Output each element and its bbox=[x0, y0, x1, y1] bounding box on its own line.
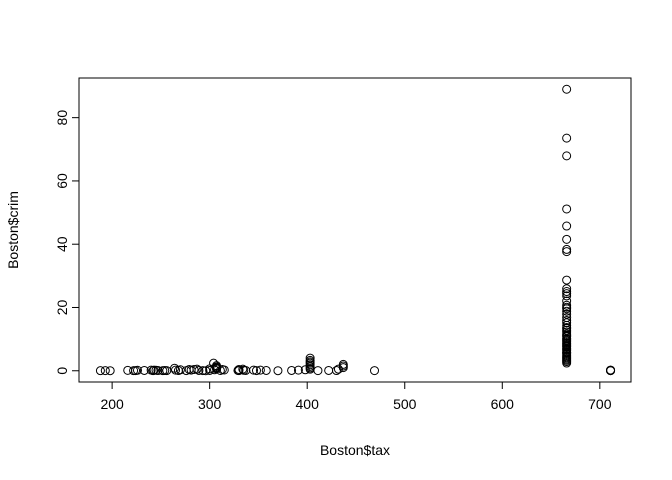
y-axis-label: Boston$crim bbox=[5, 191, 21, 269]
point bbox=[251, 366, 261, 376]
x-axis-label: Boston$tax bbox=[320, 442, 390, 458]
point bbox=[234, 364, 244, 374]
point bbox=[100, 366, 110, 376]
point bbox=[171, 365, 181, 375]
point bbox=[123, 365, 133, 375]
point bbox=[313, 366, 323, 376]
point bbox=[562, 358, 572, 368]
point bbox=[338, 359, 348, 369]
point bbox=[562, 309, 572, 319]
y-tick-label: 40 bbox=[54, 236, 70, 252]
point bbox=[162, 366, 172, 376]
point bbox=[562, 151, 572, 161]
point bbox=[331, 366, 341, 376]
x-tick-label: 500 bbox=[393, 396, 417, 412]
point bbox=[173, 366, 183, 376]
y-tick-label: 20 bbox=[54, 299, 70, 315]
point bbox=[205, 364, 215, 374]
y-tick-label: 60 bbox=[54, 173, 70, 189]
point bbox=[562, 304, 572, 314]
point bbox=[562, 234, 572, 244]
point bbox=[153, 366, 163, 376]
plot-box bbox=[78, 77, 632, 383]
point bbox=[293, 365, 303, 375]
point bbox=[562, 289, 572, 299]
point bbox=[146, 365, 156, 375]
point bbox=[261, 365, 271, 375]
x-tick-label: 300 bbox=[198, 396, 222, 412]
point bbox=[562, 204, 572, 214]
point bbox=[562, 244, 572, 254]
point bbox=[287, 365, 297, 375]
point bbox=[95, 366, 105, 376]
point bbox=[249, 365, 259, 375]
point bbox=[562, 247, 572, 257]
point bbox=[562, 84, 572, 94]
x-tick-label: 200 bbox=[100, 396, 124, 412]
point bbox=[606, 366, 616, 376]
point bbox=[198, 366, 208, 376]
point bbox=[105, 366, 115, 376]
point bbox=[255, 365, 265, 375]
x-tick-label: 600 bbox=[491, 396, 515, 412]
point bbox=[300, 365, 310, 375]
point bbox=[562, 284, 572, 294]
point bbox=[562, 221, 572, 231]
point bbox=[562, 291, 572, 301]
point bbox=[324, 365, 334, 375]
point bbox=[189, 364, 199, 374]
x-tick-label: 400 bbox=[296, 396, 320, 412]
point bbox=[562, 306, 572, 316]
point bbox=[273, 366, 283, 376]
x-tick-label: 700 bbox=[588, 396, 612, 412]
point bbox=[194, 365, 204, 375]
point bbox=[562, 287, 572, 297]
point bbox=[370, 366, 380, 376]
point bbox=[239, 365, 249, 375]
point bbox=[192, 364, 202, 374]
y-tick-label: 80 bbox=[54, 110, 70, 126]
point bbox=[132, 365, 142, 375]
point bbox=[219, 365, 229, 375]
point bbox=[333, 364, 343, 374]
point bbox=[562, 133, 572, 143]
point bbox=[562, 275, 572, 285]
point bbox=[139, 365, 149, 375]
y-tick-label: 0 bbox=[54, 367, 70, 375]
